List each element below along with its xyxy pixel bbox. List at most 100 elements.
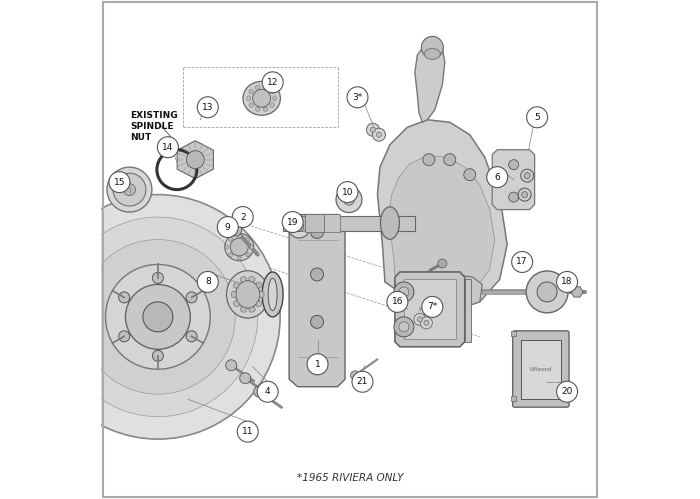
Circle shape: [197, 97, 218, 118]
FancyBboxPatch shape: [283, 216, 304, 231]
Circle shape: [239, 373, 251, 384]
Circle shape: [119, 331, 130, 342]
Circle shape: [229, 223, 241, 236]
Circle shape: [123, 184, 135, 196]
Ellipse shape: [249, 89, 253, 94]
Circle shape: [106, 264, 210, 369]
Text: 13: 13: [202, 103, 214, 112]
Text: 10: 10: [342, 188, 354, 197]
Ellipse shape: [263, 85, 268, 89]
Ellipse shape: [380, 207, 400, 240]
Circle shape: [524, 173, 530, 179]
Circle shape: [509, 160, 519, 170]
Circle shape: [217, 217, 238, 238]
Ellipse shape: [225, 245, 228, 250]
Ellipse shape: [227, 271, 269, 318]
Text: 4: 4: [265, 387, 270, 396]
Polygon shape: [177, 141, 214, 179]
Ellipse shape: [262, 272, 283, 317]
Ellipse shape: [256, 282, 262, 288]
Ellipse shape: [268, 278, 277, 310]
Circle shape: [58, 217, 258, 417]
Text: Wilwood: Wilwood: [530, 367, 552, 372]
Circle shape: [526, 107, 547, 128]
Ellipse shape: [240, 276, 246, 282]
Text: 1: 1: [315, 360, 321, 369]
Ellipse shape: [256, 301, 262, 307]
Circle shape: [372, 128, 386, 141]
Polygon shape: [415, 40, 444, 122]
Circle shape: [153, 350, 163, 361]
Circle shape: [186, 151, 204, 169]
Circle shape: [556, 271, 577, 292]
Circle shape: [257, 381, 278, 402]
Circle shape: [153, 272, 163, 283]
Text: 16: 16: [392, 297, 403, 306]
Circle shape: [344, 194, 354, 205]
Polygon shape: [571, 287, 583, 297]
Text: 2: 2: [240, 213, 246, 222]
Ellipse shape: [246, 96, 251, 101]
Circle shape: [438, 259, 447, 268]
Polygon shape: [395, 272, 465, 347]
Text: 8: 8: [205, 277, 211, 286]
FancyBboxPatch shape: [404, 279, 456, 339]
Circle shape: [336, 187, 362, 213]
Ellipse shape: [225, 234, 253, 260]
Circle shape: [109, 172, 130, 193]
Circle shape: [197, 271, 218, 292]
Circle shape: [347, 87, 368, 108]
Circle shape: [351, 371, 360, 380]
Circle shape: [337, 182, 358, 203]
Ellipse shape: [259, 291, 264, 297]
Circle shape: [424, 320, 429, 325]
Ellipse shape: [263, 107, 268, 111]
Circle shape: [262, 72, 283, 93]
Polygon shape: [389, 156, 495, 299]
Circle shape: [521, 169, 533, 182]
FancyBboxPatch shape: [512, 331, 569, 407]
Circle shape: [421, 36, 443, 58]
Circle shape: [387, 291, 408, 312]
Ellipse shape: [231, 291, 236, 297]
Text: 20: 20: [561, 387, 573, 396]
Circle shape: [444, 154, 456, 166]
Text: 12: 12: [267, 78, 279, 87]
Circle shape: [158, 137, 178, 158]
Circle shape: [80, 240, 235, 394]
Circle shape: [253, 89, 271, 107]
Text: 7*: 7*: [427, 302, 438, 311]
Circle shape: [394, 282, 414, 302]
Text: 19: 19: [287, 218, 298, 227]
Circle shape: [526, 271, 568, 313]
Circle shape: [225, 360, 237, 371]
FancyBboxPatch shape: [465, 279, 471, 342]
Circle shape: [113, 173, 146, 206]
Circle shape: [464, 169, 476, 181]
Circle shape: [556, 381, 577, 402]
Ellipse shape: [234, 282, 239, 288]
Circle shape: [119, 292, 130, 303]
Text: EXISTING
SPINDLE
NUT: EXISTING SPINDLE NUT: [130, 111, 178, 142]
Polygon shape: [289, 215, 345, 387]
Circle shape: [423, 154, 435, 166]
Polygon shape: [492, 150, 535, 210]
Circle shape: [307, 354, 328, 375]
Text: 11: 11: [242, 427, 253, 436]
Circle shape: [394, 317, 414, 337]
Text: 9: 9: [225, 223, 230, 232]
Polygon shape: [415, 274, 482, 312]
Ellipse shape: [236, 281, 260, 308]
Circle shape: [311, 360, 323, 373]
Circle shape: [417, 317, 422, 322]
Ellipse shape: [246, 237, 250, 241]
Circle shape: [253, 386, 265, 397]
Circle shape: [537, 282, 557, 302]
Circle shape: [230, 238, 248, 256]
Ellipse shape: [237, 234, 241, 238]
Circle shape: [36, 195, 280, 439]
Ellipse shape: [248, 276, 256, 282]
Circle shape: [232, 207, 253, 228]
Circle shape: [143, 302, 173, 332]
Ellipse shape: [248, 307, 256, 312]
